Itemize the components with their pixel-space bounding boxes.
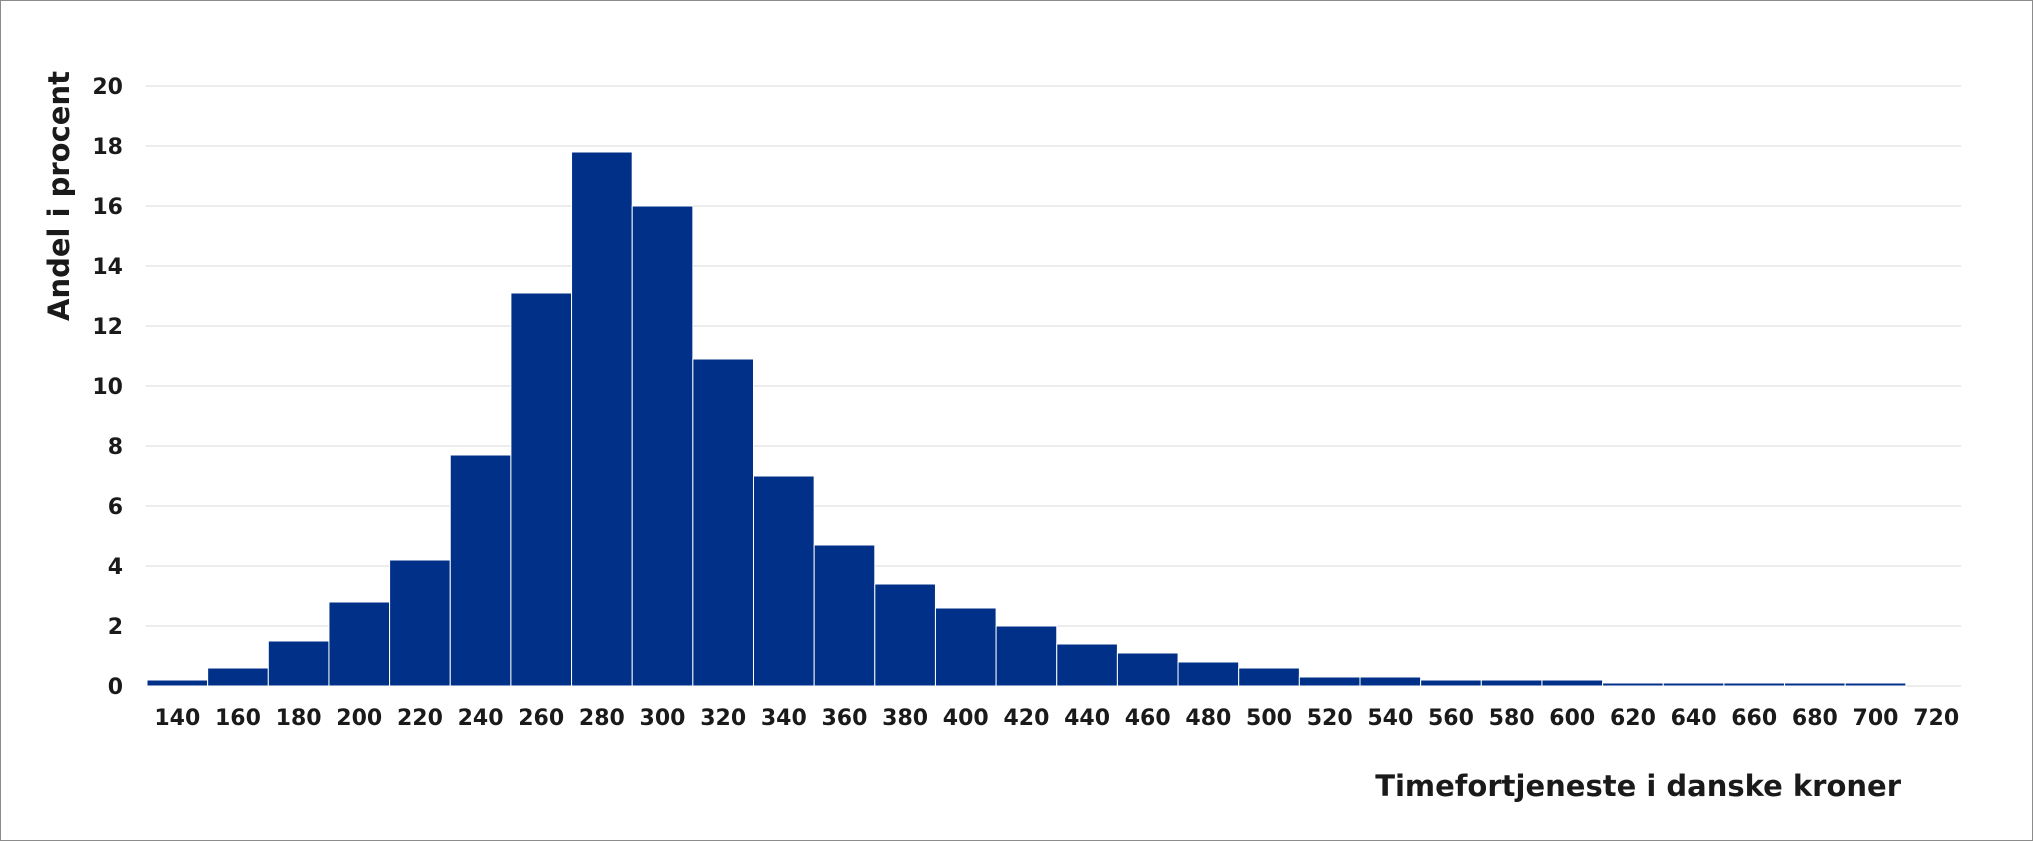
- histogram-bar: [1420, 679, 1482, 687]
- x-tick-label: 560: [1428, 706, 1474, 731]
- x-tick-label: 200: [336, 706, 382, 731]
- histogram-bar: [631, 205, 694, 687]
- x-axis-ticks: 140 160 180 200 220 240 260 280 300 320 340 360 380 4…: [154, 706, 1959, 731]
- histogram-bar: [267, 640, 330, 687]
- x-tick-label: 420: [1003, 706, 1049, 731]
- x-tick-label: 600: [1549, 706, 1595, 731]
- y-tick-label: 14: [92, 255, 123, 280]
- x-tick-label: 580: [1489, 706, 1535, 731]
- histogram-bar: [1238, 667, 1300, 687]
- histogram-bar: [1359, 676, 1422, 687]
- x-tick-label: 280: [579, 706, 625, 731]
- x-tick-label: 640: [1671, 706, 1717, 731]
- x-tick-label: 340: [761, 706, 807, 731]
- x-tick-label: 360: [822, 706, 868, 731]
- histogram-bar: [753, 475, 815, 687]
- x-tick-label: 140: [154, 706, 200, 731]
- histogram-bar: [1177, 661, 1240, 687]
- histogram-bar: [1298, 676, 1361, 687]
- x-tick-label: 480: [1185, 706, 1231, 731]
- x-tick-label: 320: [700, 706, 746, 731]
- y-axis-title: Andel i procent: [42, 71, 76, 321]
- x-tick-label: 380: [882, 706, 928, 731]
- histogram-bar: [207, 667, 269, 687]
- x-tick-label: 520: [1307, 706, 1353, 731]
- histogram-bar: [1784, 682, 1846, 687]
- x-tick-label: 440: [1064, 706, 1110, 731]
- y-tick-label: 20: [92, 75, 123, 100]
- y-tick-label: 16: [92, 195, 123, 220]
- histogram-bar: [1541, 679, 1604, 687]
- x-tick-label: 660: [1731, 706, 1777, 731]
- histogram-bar: [874, 583, 936, 687]
- x-tick-label: 300: [640, 706, 686, 731]
- histogram-bar: [1723, 682, 1786, 687]
- y-tick-label: 4: [108, 555, 123, 580]
- histogram-bar: [571, 151, 633, 687]
- histogram-bar: [692, 358, 754, 687]
- histogram-bar: [813, 544, 876, 687]
- histogram-bar: [1844, 682, 1907, 687]
- x-tick-label: 160: [215, 706, 261, 731]
- y-tick-label: 0: [108, 675, 123, 700]
- x-axis-title: Timefortjeneste i danske kroner: [1375, 769, 1901, 803]
- x-tick-label: 240: [458, 706, 504, 731]
- histogram-bar: [1662, 682, 1725, 687]
- histogram-bar: [1056, 643, 1118, 687]
- histogram-bar: [934, 607, 997, 687]
- x-tick-label: 720: [1913, 706, 1959, 731]
- y-axis-ticks: 0 2 4 6 8 10 12 14 16 18 20: [92, 75, 123, 700]
- histogram-bar: [1480, 679, 1543, 687]
- y-tick-label: 10: [92, 375, 123, 400]
- x-tick-label: 400: [943, 706, 989, 731]
- y-tick-label: 12: [92, 315, 123, 340]
- histogram-bar: [389, 559, 451, 687]
- histogram-bar: [510, 292, 573, 687]
- x-tick-label: 180: [276, 706, 322, 731]
- x-tick-label: 500: [1246, 706, 1292, 731]
- y-tick-label: 8: [108, 435, 123, 460]
- histogram-bar: [1116, 652, 1179, 687]
- y-tick-label: 6: [108, 495, 123, 520]
- histogram-bar: [146, 679, 209, 687]
- histogram-bar: [1602, 682, 1664, 687]
- x-tick-label: 620: [1610, 706, 1656, 731]
- x-tick-label: 680: [1792, 706, 1838, 731]
- histogram-bar: [449, 454, 512, 687]
- x-tick-label: 220: [397, 706, 443, 731]
- bars: [146, 151, 1907, 687]
- x-tick-label: 460: [1125, 706, 1171, 731]
- x-tick-label: 700: [1853, 706, 1899, 731]
- x-tick-label: 540: [1367, 706, 1413, 731]
- histogram-bar: [328, 601, 391, 687]
- x-tick-label: 260: [518, 706, 564, 731]
- histogram-bar: [995, 625, 1058, 687]
- y-tick-label: 2: [108, 615, 123, 640]
- y-tick-label: 18: [92, 135, 123, 160]
